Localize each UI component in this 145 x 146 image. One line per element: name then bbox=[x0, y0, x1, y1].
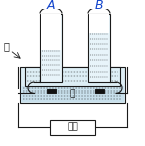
Bar bbox=[25, 67, 120, 86]
Bar bbox=[21, 86, 124, 102]
Bar bbox=[50, 120, 95, 135]
Text: 水: 水 bbox=[3, 41, 9, 51]
Bar bbox=[47, 89, 56, 93]
Bar bbox=[41, 14, 61, 50]
Bar bbox=[88, 14, 110, 82]
Bar bbox=[89, 14, 109, 33]
Text: B: B bbox=[95, 0, 103, 13]
Bar bbox=[95, 89, 104, 93]
Text: 电池: 电池 bbox=[67, 123, 78, 132]
Text: A: A bbox=[47, 0, 55, 13]
Bar bbox=[40, 14, 62, 82]
Text: 水: 水 bbox=[69, 90, 75, 99]
Bar bbox=[20, 67, 125, 103]
